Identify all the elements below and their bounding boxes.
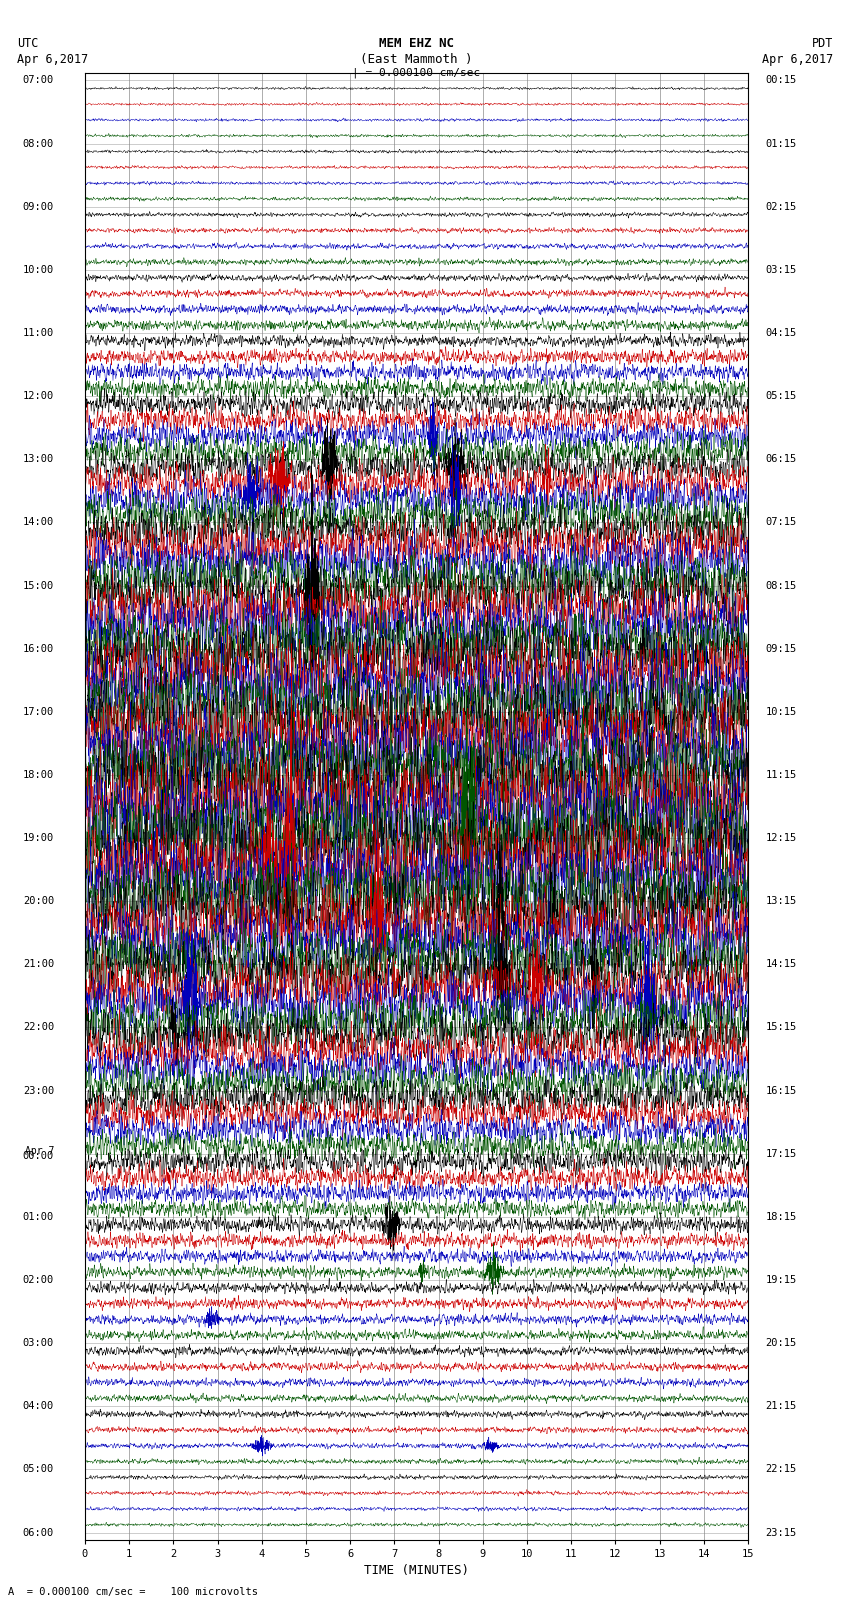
Text: 16:00: 16:00 xyxy=(23,644,54,653)
Text: 08:15: 08:15 xyxy=(766,581,797,590)
Text: MEM EHZ NC: MEM EHZ NC xyxy=(379,37,454,50)
Text: 14:00: 14:00 xyxy=(23,518,54,527)
Text: 03:15: 03:15 xyxy=(766,265,797,274)
Text: 23:15: 23:15 xyxy=(766,1528,797,1537)
Text: 23:00: 23:00 xyxy=(23,1086,54,1095)
Text: 19:00: 19:00 xyxy=(23,832,54,844)
Text: 10:15: 10:15 xyxy=(766,706,797,716)
Text: 09:15: 09:15 xyxy=(766,644,797,653)
Text: 20:00: 20:00 xyxy=(23,897,54,907)
Text: 05:00: 05:00 xyxy=(23,1465,54,1474)
Text: Apr 6,2017: Apr 6,2017 xyxy=(17,53,88,66)
Text: 16:15: 16:15 xyxy=(766,1086,797,1095)
Text: 22:15: 22:15 xyxy=(766,1465,797,1474)
X-axis label: TIME (MINUTES): TIME (MINUTES) xyxy=(364,1563,469,1576)
Text: 09:00: 09:00 xyxy=(23,202,54,211)
Text: 17:00: 17:00 xyxy=(23,706,54,716)
Text: 06:00: 06:00 xyxy=(23,1528,54,1537)
Text: 00:15: 00:15 xyxy=(766,76,797,85)
Text: 19:15: 19:15 xyxy=(766,1274,797,1286)
Text: 13:15: 13:15 xyxy=(766,897,797,907)
Text: 18:15: 18:15 xyxy=(766,1211,797,1223)
Text: 07:00: 07:00 xyxy=(23,76,54,85)
Text: 10:00: 10:00 xyxy=(23,265,54,274)
Text: 11:15: 11:15 xyxy=(766,769,797,781)
Text: 08:00: 08:00 xyxy=(23,139,54,148)
Text: Apr 7: Apr 7 xyxy=(25,1147,54,1157)
Text: 04:00: 04:00 xyxy=(23,1402,54,1411)
Text: 18:00: 18:00 xyxy=(23,769,54,781)
Text: 12:15: 12:15 xyxy=(766,832,797,844)
Text: PDT: PDT xyxy=(812,37,833,50)
Text: 01:00: 01:00 xyxy=(23,1211,54,1223)
Text: 05:15: 05:15 xyxy=(766,390,797,402)
Text: A  = 0.000100 cm/sec =    100 microvolts: A = 0.000100 cm/sec = 100 microvolts xyxy=(8,1587,258,1597)
Text: 21:15: 21:15 xyxy=(766,1402,797,1411)
Text: 11:00: 11:00 xyxy=(23,327,54,339)
Text: 02:15: 02:15 xyxy=(766,202,797,211)
Text: 06:15: 06:15 xyxy=(766,455,797,465)
Text: (East Mammoth ): (East Mammoth ) xyxy=(360,53,473,66)
Text: 15:00: 15:00 xyxy=(23,581,54,590)
Text: 22:00: 22:00 xyxy=(23,1023,54,1032)
Text: 21:00: 21:00 xyxy=(23,960,54,969)
Text: | = 0.000100 cm/sec: | = 0.000100 cm/sec xyxy=(353,68,480,79)
Text: 13:00: 13:00 xyxy=(23,455,54,465)
Text: 15:15: 15:15 xyxy=(766,1023,797,1032)
Text: 20:15: 20:15 xyxy=(766,1339,797,1348)
Text: 01:15: 01:15 xyxy=(766,139,797,148)
Text: Apr 6,2017: Apr 6,2017 xyxy=(762,53,833,66)
Text: 14:15: 14:15 xyxy=(766,960,797,969)
Text: 03:00: 03:00 xyxy=(23,1339,54,1348)
Text: 00:00: 00:00 xyxy=(23,1152,54,1161)
Text: 02:00: 02:00 xyxy=(23,1274,54,1286)
Text: 07:15: 07:15 xyxy=(766,518,797,527)
Text: 04:15: 04:15 xyxy=(766,327,797,339)
Text: 12:00: 12:00 xyxy=(23,390,54,402)
Text: UTC: UTC xyxy=(17,37,38,50)
Text: 17:15: 17:15 xyxy=(766,1148,797,1158)
